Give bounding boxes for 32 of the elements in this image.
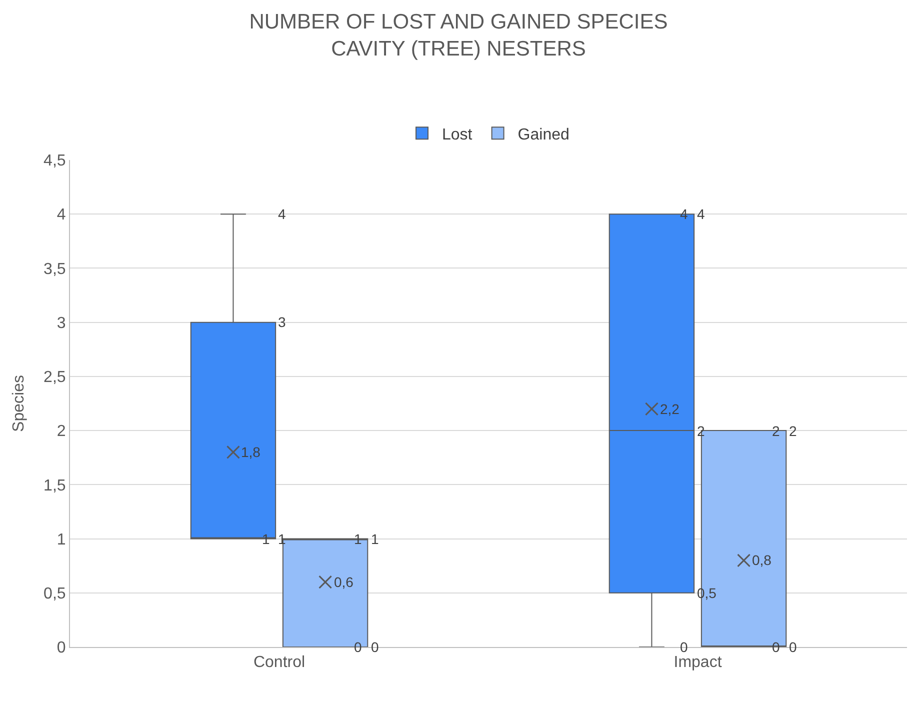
text: 2 (697, 423, 705, 439)
text: 0 (371, 639, 379, 655)
y-tick-label: 0,5 (44, 585, 66, 602)
legend-label: Lost (442, 126, 473, 144)
x-tick-label: Impact (674, 654, 722, 672)
y-tick-label: 2 (56, 423, 66, 440)
text: 3 (278, 314, 286, 330)
text: 0,8 (752, 552, 772, 568)
text: 2 (789, 423, 797, 439)
y-tick-label: 4,5 (44, 152, 66, 170)
legend-label: Gained (518, 126, 570, 144)
text: 0 (789, 639, 797, 655)
y-tick-label: 0 (56, 640, 66, 657)
text: 4 (680, 206, 688, 222)
x-tick-label: Control (253, 654, 306, 672)
chart-title: NUMBER OF LOST AND GAINED SPECIES CAVITY (TREE) NESTERS (249, 10, 668, 61)
y-tick-label: 3,5 (44, 260, 66, 278)
text: 0 (680, 639, 688, 655)
text: 2,2 (660, 401, 680, 417)
y-tick-label: 3 (56, 314, 66, 332)
text: 1 (371, 531, 379, 547)
y-tick-label: 1,5 (44, 477, 66, 494)
y-axis-title: Species (10, 375, 28, 432)
text: 1,8 (241, 444, 260, 460)
text: 1 (354, 531, 362, 547)
text: 0,6 (334, 574, 354, 590)
text: 4 (278, 206, 286, 222)
y-tick-label: 1 (56, 531, 66, 548)
text: 1 (278, 531, 286, 547)
y-tick-label: 2,5 (44, 369, 66, 386)
text: 4 (697, 206, 705, 222)
y-tick-label: 4 (56, 206, 66, 224)
